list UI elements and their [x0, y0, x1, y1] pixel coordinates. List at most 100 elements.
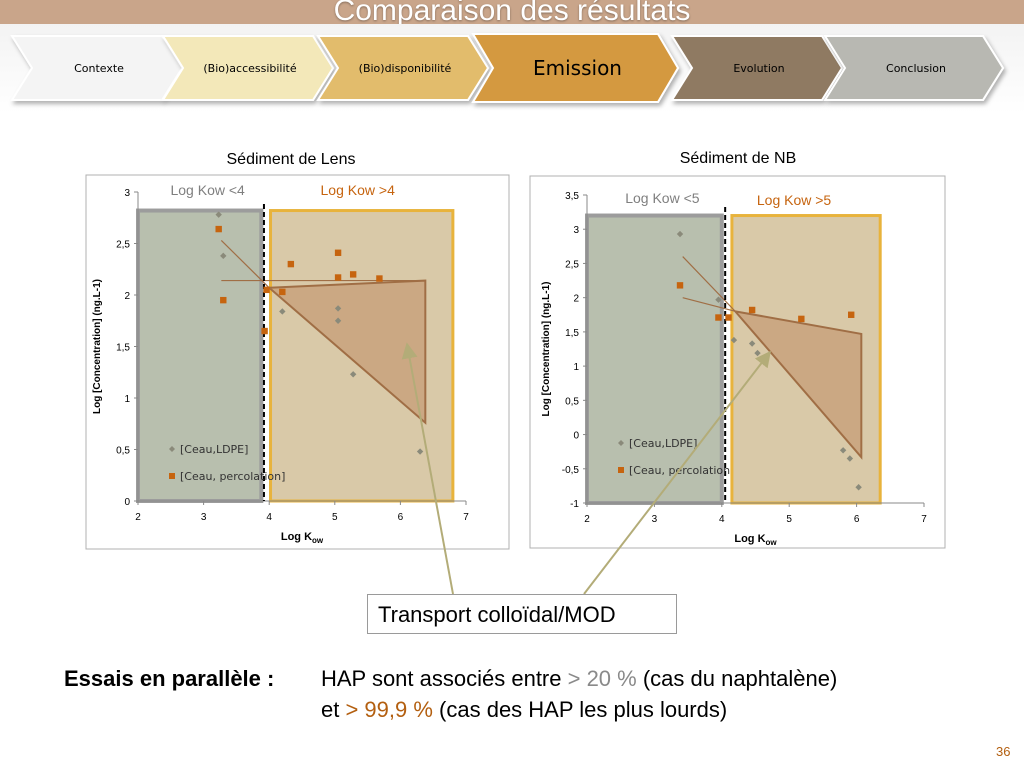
y-tick-label: 1: [573, 362, 579, 373]
nav-tab-shape: [316, 35, 490, 101]
data-point-percolation: [334, 249, 342, 256]
chart-title: Sédiment de Lens: [227, 151, 356, 168]
data-point-percolation: [676, 282, 684, 289]
legend-label: [Ceau,LDPE]: [180, 443, 248, 456]
trend-triangle: [266, 279, 427, 425]
summary-line-2: et > 99,9 % (cas des HAP les plus lourds…: [321, 697, 727, 723]
arrow-to-nb: [583, 350, 771, 595]
nav-tab-label: Contexte: [74, 62, 124, 75]
y-tick-label: 1,5: [565, 328, 579, 339]
x-tick-label: 6: [854, 514, 860, 525]
data-point-percolation: [263, 286, 270, 294]
x-tick-label: 4: [266, 512, 272, 523]
callout-text: Transport colloïdal/MOD: [378, 602, 616, 627]
y-tick-label: -1: [570, 499, 579, 510]
nav-tab-emission[interactable]: Emission: [471, 33, 680, 103]
summary-line-1: HAP sont associés entre > 20 % (cas du n…: [321, 666, 837, 692]
nav-tab-shape: [670, 35, 844, 101]
y-tick-label: 1,5: [116, 343, 130, 354]
summary-line-2-text-a: et: [321, 697, 346, 722]
nav-tab-label: Evolution: [733, 62, 784, 75]
region-right-label: Log Kow >4: [321, 182, 396, 198]
data-point-percolation: [279, 288, 286, 296]
slide-title: Comparaison des résultats: [333, 0, 691, 27]
nav-tab-biodisponibilit[interactable]: (Bio)disponibilité: [316, 35, 490, 101]
trend-line: [220, 239, 270, 289]
data-point-percolation: [349, 271, 357, 278]
data-point-ldpe: [279, 308, 286, 315]
y-tick-label: 3,5: [565, 191, 579, 202]
y-tick-label: -0,5: [562, 465, 580, 476]
data-point-percolation: [334, 274, 342, 281]
data-point-percolation: [261, 327, 268, 335]
nav-tab-label: Emission: [533, 56, 622, 80]
summary-line-1-text-b: (cas du naphtalène): [636, 666, 838, 691]
region-left: [585, 213, 724, 506]
nav-tab-shape: [471, 33, 680, 103]
title-bar: [0, 0, 1024, 24]
data-point-ldpe: [839, 447, 847, 454]
y-tick-label: 3: [573, 225, 579, 236]
data-point-ldpe: [334, 317, 342, 324]
nav-tab-label: (Bio)accessibilité: [203, 62, 297, 75]
x-axis-label-sub: ow: [766, 538, 778, 547]
section-navigation: Contexte (Bio)accessibilité (Bio)disponibi…: [10, 33, 1005, 103]
x-axis-label: Log Kow: [734, 533, 777, 547]
x-tick-label: 5: [332, 512, 338, 523]
y-tick-label: 3: [124, 188, 130, 199]
nav-tab-bioaccessibilit[interactable]: (Bio)accessibilité: [161, 35, 335, 101]
x-tick-label: 7: [921, 514, 927, 525]
legend-marker-ldpe: [169, 446, 175, 452]
page-number: 36: [996, 744, 1011, 759]
y-tick-label: 2,5: [116, 240, 130, 251]
x-axis-label-sub: ow: [312, 536, 324, 545]
y-tick-label: 0,5: [116, 446, 130, 457]
y-tick-label: 2,5: [565, 259, 579, 270]
data-point-ldpe: [334, 305, 342, 312]
y-tick-label: 0: [124, 497, 130, 508]
legend-label: [Ceau, percolation]: [180, 470, 285, 483]
x-tick-label: 7: [463, 512, 469, 523]
trend-line: [682, 297, 736, 312]
data-point-percolation: [715, 314, 722, 321]
nav-tab-conclusion[interactable]: Conclusion: [823, 35, 1005, 101]
y-tick-label: 2: [573, 294, 579, 305]
data-point-ldpe: [748, 340, 756, 347]
x-tick-label: 3: [652, 514, 658, 525]
nav-tab-label: Conclusion: [886, 62, 946, 75]
y-tick-label: 0,5: [565, 396, 579, 407]
trend-triangle: [732, 309, 863, 460]
data-point-percolation: [848, 311, 855, 318]
nav-tab-shape: [823, 35, 1005, 101]
x-tick-label: 5: [786, 514, 792, 525]
chart-title: Sédiment de NB: [680, 150, 797, 167]
region-left-label: Log Kow <5: [625, 190, 700, 206]
nav-tab-evolution[interactable]: Evolution: [670, 35, 844, 101]
legend-label: [Ceau,LDPE]: [629, 437, 697, 450]
x-tick-label: 3: [201, 512, 207, 523]
data-point-ldpe: [676, 230, 684, 238]
y-axis-label: Log [Concentration] (ng.L-1): [541, 282, 552, 417]
y-tick-label: 1: [124, 394, 130, 405]
legend-marker-ldpe: [618, 440, 624, 446]
data-point-ldpe: [349, 371, 357, 378]
data-point-ldpe: [416, 448, 424, 455]
data-point-ldpe: [715, 296, 722, 303]
x-tick-label: 2: [584, 514, 590, 525]
y-tick-label: 2: [124, 291, 130, 302]
x-axis-label-main: Log K: [281, 531, 312, 543]
nav-tab-shape: [161, 35, 335, 101]
x-tick-label: 6: [398, 512, 404, 523]
legend-marker-percolation: [169, 473, 175, 479]
region-left-label: Log Kow <4: [170, 182, 245, 198]
x-axis-label: Log Kow: [281, 531, 324, 545]
x-tick-label: 4: [719, 514, 725, 525]
y-axis-label: Log [Concentration] (ng.L-1): [92, 279, 103, 414]
y-tick-label: 0: [573, 431, 579, 442]
summary-line-1-text-a: HAP sont associés entre: [321, 666, 568, 691]
x-tick-label: 2: [135, 512, 141, 523]
data-point-percolation: [287, 260, 295, 268]
data-point-ldpe: [220, 252, 227, 260]
data-point-percolation: [220, 296, 227, 304]
